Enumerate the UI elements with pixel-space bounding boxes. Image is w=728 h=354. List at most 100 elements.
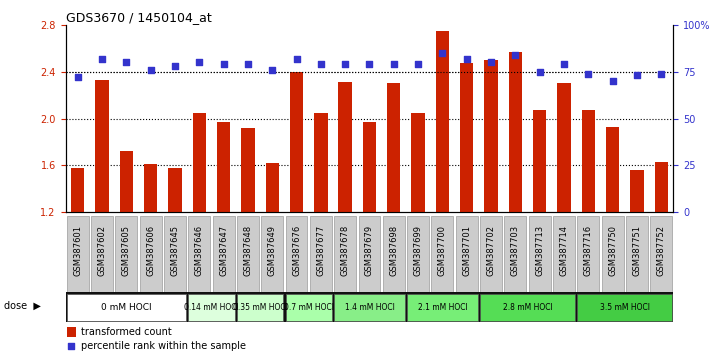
- FancyBboxPatch shape: [189, 216, 210, 292]
- Point: [121, 59, 132, 65]
- FancyBboxPatch shape: [237, 216, 259, 292]
- Text: GSM387676: GSM387676: [292, 225, 301, 276]
- Bar: [363, 122, 376, 212]
- FancyBboxPatch shape: [432, 216, 454, 292]
- FancyBboxPatch shape: [577, 216, 599, 292]
- Point: [218, 61, 229, 67]
- Point: [145, 67, 157, 73]
- FancyBboxPatch shape: [577, 293, 672, 321]
- Text: GSM387751: GSM387751: [633, 225, 641, 276]
- Text: percentile rank within the sample: percentile rank within the sample: [81, 342, 246, 352]
- FancyBboxPatch shape: [189, 293, 234, 321]
- Bar: [654, 162, 668, 212]
- Text: GDS3670 / 1450104_at: GDS3670 / 1450104_at: [66, 11, 211, 24]
- Point: [558, 61, 570, 67]
- FancyBboxPatch shape: [91, 216, 113, 292]
- Text: GSM387700: GSM387700: [438, 225, 447, 276]
- FancyBboxPatch shape: [115, 216, 138, 292]
- Point: [486, 59, 497, 65]
- Bar: [387, 84, 400, 212]
- FancyBboxPatch shape: [407, 216, 429, 292]
- Bar: [193, 113, 206, 212]
- Bar: [217, 122, 230, 212]
- Text: GSM387713: GSM387713: [535, 225, 544, 276]
- Bar: [509, 52, 522, 212]
- Text: GSM387646: GSM387646: [195, 225, 204, 276]
- FancyBboxPatch shape: [601, 216, 624, 292]
- FancyBboxPatch shape: [553, 216, 575, 292]
- Point: [607, 78, 619, 84]
- Text: GSM387677: GSM387677: [317, 225, 325, 276]
- Point: [194, 59, 205, 65]
- Text: GSM387648: GSM387648: [243, 225, 253, 276]
- Point: [461, 56, 472, 61]
- Text: 2.8 mM HOCl: 2.8 mM HOCl: [502, 303, 553, 312]
- Point: [655, 71, 667, 76]
- FancyBboxPatch shape: [285, 216, 307, 292]
- Text: 0.35 mM HOCl: 0.35 mM HOCl: [233, 303, 288, 312]
- Point: [290, 56, 302, 61]
- Text: GSM387702: GSM387702: [486, 225, 496, 276]
- FancyBboxPatch shape: [237, 293, 283, 321]
- Text: GSM387752: GSM387752: [657, 225, 665, 276]
- Point: [412, 61, 424, 67]
- Bar: [290, 72, 303, 212]
- Text: 2.1 mM HOCl: 2.1 mM HOCl: [418, 303, 467, 312]
- FancyBboxPatch shape: [310, 216, 332, 292]
- FancyBboxPatch shape: [480, 216, 502, 292]
- Text: GSM387714: GSM387714: [560, 225, 569, 276]
- Point: [72, 74, 84, 80]
- Point: [364, 61, 376, 67]
- FancyBboxPatch shape: [140, 216, 162, 292]
- Text: transformed count: transformed count: [81, 327, 172, 337]
- Text: GSM387698: GSM387698: [389, 225, 398, 276]
- Point: [631, 73, 643, 78]
- Point: [510, 52, 521, 58]
- Point: [582, 71, 594, 76]
- FancyBboxPatch shape: [626, 216, 648, 292]
- Text: 3.5 mM HOCl: 3.5 mM HOCl: [600, 303, 650, 312]
- Bar: [95, 80, 108, 212]
- FancyBboxPatch shape: [358, 216, 381, 292]
- FancyBboxPatch shape: [383, 216, 405, 292]
- Bar: [71, 168, 84, 212]
- Text: 0.7 mM HOCl: 0.7 mM HOCl: [284, 303, 333, 312]
- Text: GSM387679: GSM387679: [365, 225, 374, 276]
- FancyBboxPatch shape: [261, 216, 283, 292]
- Text: GSM387605: GSM387605: [122, 225, 131, 276]
- Bar: [436, 31, 449, 212]
- Bar: [484, 60, 498, 212]
- Text: GSM387678: GSM387678: [341, 225, 349, 276]
- Text: GSM387602: GSM387602: [98, 225, 106, 276]
- Bar: [411, 113, 424, 212]
- FancyBboxPatch shape: [213, 216, 234, 292]
- Point: [266, 67, 278, 73]
- Bar: [533, 110, 546, 212]
- Bar: [460, 63, 473, 212]
- Text: GSM387645: GSM387645: [170, 225, 179, 276]
- Text: GSM387649: GSM387649: [268, 225, 277, 276]
- FancyBboxPatch shape: [407, 293, 478, 321]
- Text: GSM387703: GSM387703: [511, 225, 520, 276]
- Text: 1.4 mM HOCl: 1.4 mM HOCl: [344, 303, 395, 312]
- Bar: [606, 127, 620, 212]
- FancyBboxPatch shape: [67, 293, 186, 321]
- Text: GSM387606: GSM387606: [146, 225, 155, 276]
- FancyBboxPatch shape: [285, 293, 332, 321]
- FancyBboxPatch shape: [164, 216, 186, 292]
- Bar: [266, 163, 279, 212]
- Point: [339, 61, 351, 67]
- Bar: [339, 82, 352, 212]
- Bar: [168, 168, 181, 212]
- Text: 0.14 mM HOCl: 0.14 mM HOCl: [184, 303, 239, 312]
- FancyBboxPatch shape: [505, 216, 526, 292]
- Point: [315, 61, 327, 67]
- Point: [242, 61, 254, 67]
- Point: [96, 56, 108, 61]
- Bar: [630, 170, 644, 212]
- Point: [534, 69, 545, 74]
- Text: GSM387701: GSM387701: [462, 225, 471, 276]
- Bar: [241, 128, 255, 212]
- Bar: [119, 152, 133, 212]
- Point: [388, 61, 400, 67]
